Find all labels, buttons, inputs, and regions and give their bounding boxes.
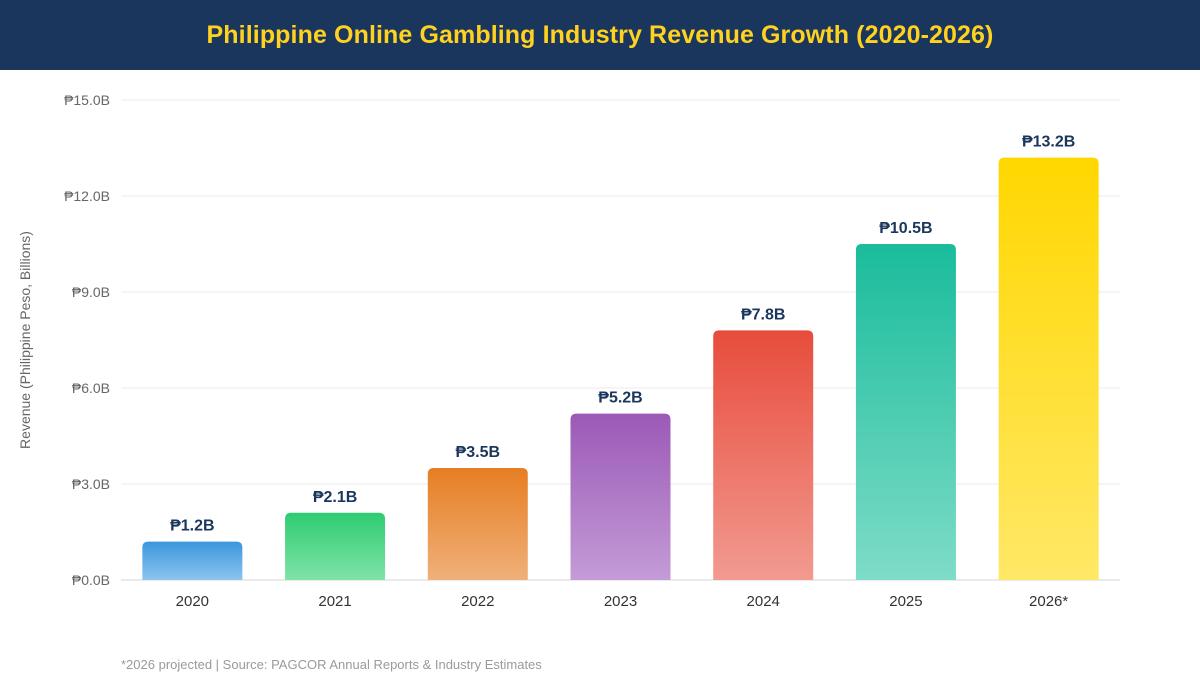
y-tick-label: ₱3.0B [72,476,110,492]
footnote: *2026 projected | Source: PAGCOR Annual … [121,657,542,672]
y-axis-ticks: ₱0.0B ₱3.0B ₱6.0B ₱9.0B ₱12.0B ₱15.0B [64,92,110,588]
y-tick-label: ₱0.0B [72,572,110,588]
x-tick-label: 2023 [604,593,637,610]
bars [142,157,1099,580]
value-label: ₱13.2B [1022,134,1075,151]
x-tick-label: 2020 [176,593,209,610]
x-tick-label: 2022 [461,593,494,610]
chart-area: ₱0.0B ₱3.0B ₱6.0B ₱9.0B ₱12.0B ₱15.0B Revenue… [0,70,1200,700]
chart-title: Philippine Online Gambling Industry Reve… [206,20,994,49]
y-axis-label: Revenue (Philippine Peso, Billions) [17,231,33,449]
value-label: ₱7.8B [741,306,785,323]
x-tick-label: 2025 [889,593,922,610]
bar-2026 [998,157,1099,580]
x-axis-ticks: 2020 2021 2022 2023 2024 2025 2026* [176,593,1069,610]
bar-chart: ₱0.0B ₱3.0B ₱6.0B ₱9.0B ₱12.0B ₱15.0B Revenue… [17,92,1120,610]
value-label: ₱3.5B [456,444,500,461]
bar-2025 [855,244,956,580]
value-label: ₱10.5B [879,220,932,237]
bar-2020 [142,541,243,580]
value-label: ₱5.2B [598,390,642,407]
x-tick-label: 2024 [747,593,780,610]
y-tick-label: ₱12.0B [64,188,110,204]
y-tick-label: ₱15.0B [64,92,110,108]
value-labels: ₱1.2B ₱2.1B ₱3.5B ₱5.2B ₱7.8B ₱10.5B ₱13.2B [170,134,1075,535]
bar-2024 [713,330,814,580]
x-tick-label: 2026* [1029,593,1068,610]
x-tick-label: 2021 [318,593,351,610]
value-label: ₱1.2B [170,518,214,535]
chart-header: Philippine Online Gambling Industry Reve… [0,0,1200,70]
bar-2023 [570,413,671,580]
y-tick-label: ₱9.0B [72,284,110,300]
y-tick-label: ₱6.0B [72,380,110,396]
value-label: ₱2.1B [313,489,357,506]
bar-2022 [427,468,528,580]
bar-2021 [285,512,386,580]
